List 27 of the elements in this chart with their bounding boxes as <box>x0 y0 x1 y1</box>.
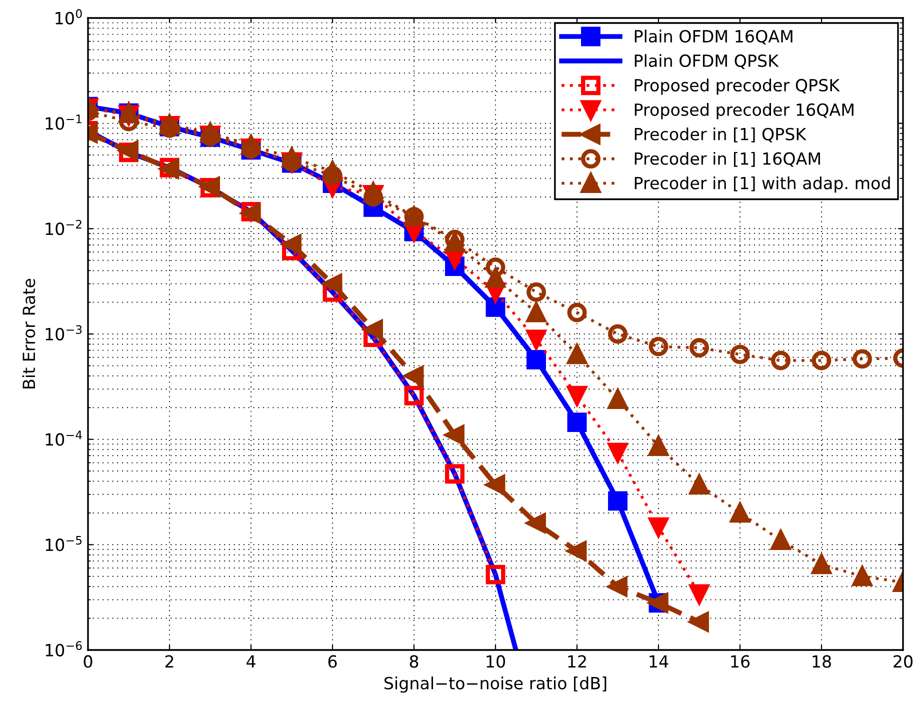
x-tick-label: 8 <box>410 655 418 668</box>
x-tick-label: 6 <box>328 655 337 668</box>
y-tick-label: 10$^{−5}$ <box>46 536 82 552</box>
legend-label: Precoder in [1] QPSK <box>634 128 807 142</box>
y-tick-label: 10$^{−1}$ <box>46 114 82 130</box>
legend-label: Plain OFDM QPSK <box>634 54 779 69</box>
x-tick-label: 14 <box>650 655 668 668</box>
y-tick-label: 10$^{−4}$ <box>46 430 82 446</box>
legend-label: Precoder in [1] 16QAM <box>634 152 820 167</box>
x-tick-label: 2 <box>165 655 174 668</box>
x-tick-label: 16 <box>731 655 750 668</box>
legend-label: Proposed precoder 16QAM <box>634 103 854 120</box>
legend-label: Precoder in [1] with adap. mod <box>634 176 890 193</box>
legend-label: Plain OFDM 16QAM <box>634 30 792 44</box>
y-axis-title: Bit Error Rate <box>22 278 36 388</box>
y-tick-label: 10$^{−6}$ <box>46 641 82 656</box>
x-tick-label: 4 <box>246 655 256 668</box>
x-tick-label: 18 <box>812 655 831 668</box>
x-tick-label: 12 <box>568 655 586 668</box>
x-axis-title: Signal−to−noise ratio [dB] <box>384 676 606 693</box>
y-tick-label: 10$^{−3}$ <box>46 325 82 340</box>
x-tick-label: 10 <box>486 655 505 668</box>
y-tick-label: 10$^{−2}$ <box>46 220 82 236</box>
x-tick-label: 20 <box>894 655 912 668</box>
x-tick-label: 0 <box>84 655 92 668</box>
y-tick-label: 10$^{0}$ <box>56 9 82 24</box>
legend-label: Proposed precoder QPSK <box>634 78 840 95</box>
